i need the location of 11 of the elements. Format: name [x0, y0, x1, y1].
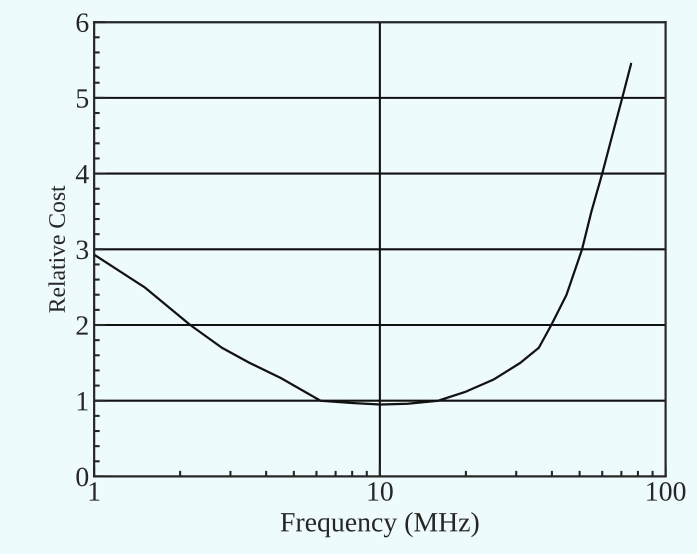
y-tick-label: 5: [76, 89, 88, 108]
y-tick-label: 2: [76, 316, 88, 335]
y-tick-label: 6: [76, 13, 88, 32]
y-tick-label: 3: [76, 240, 88, 260]
x-axis-title: Frequency (MHz): [280, 512, 479, 538]
y-tick-label: 0: [76, 468, 88, 486]
y-tick-label: 1: [78, 392, 88, 410]
x-tick-label: 10: [368, 482, 393, 501]
y-axis-title: Relative Cost: [48, 186, 65, 313]
x-tick-label: 100: [647, 482, 686, 501]
y-tick-label: 4: [76, 164, 89, 184]
